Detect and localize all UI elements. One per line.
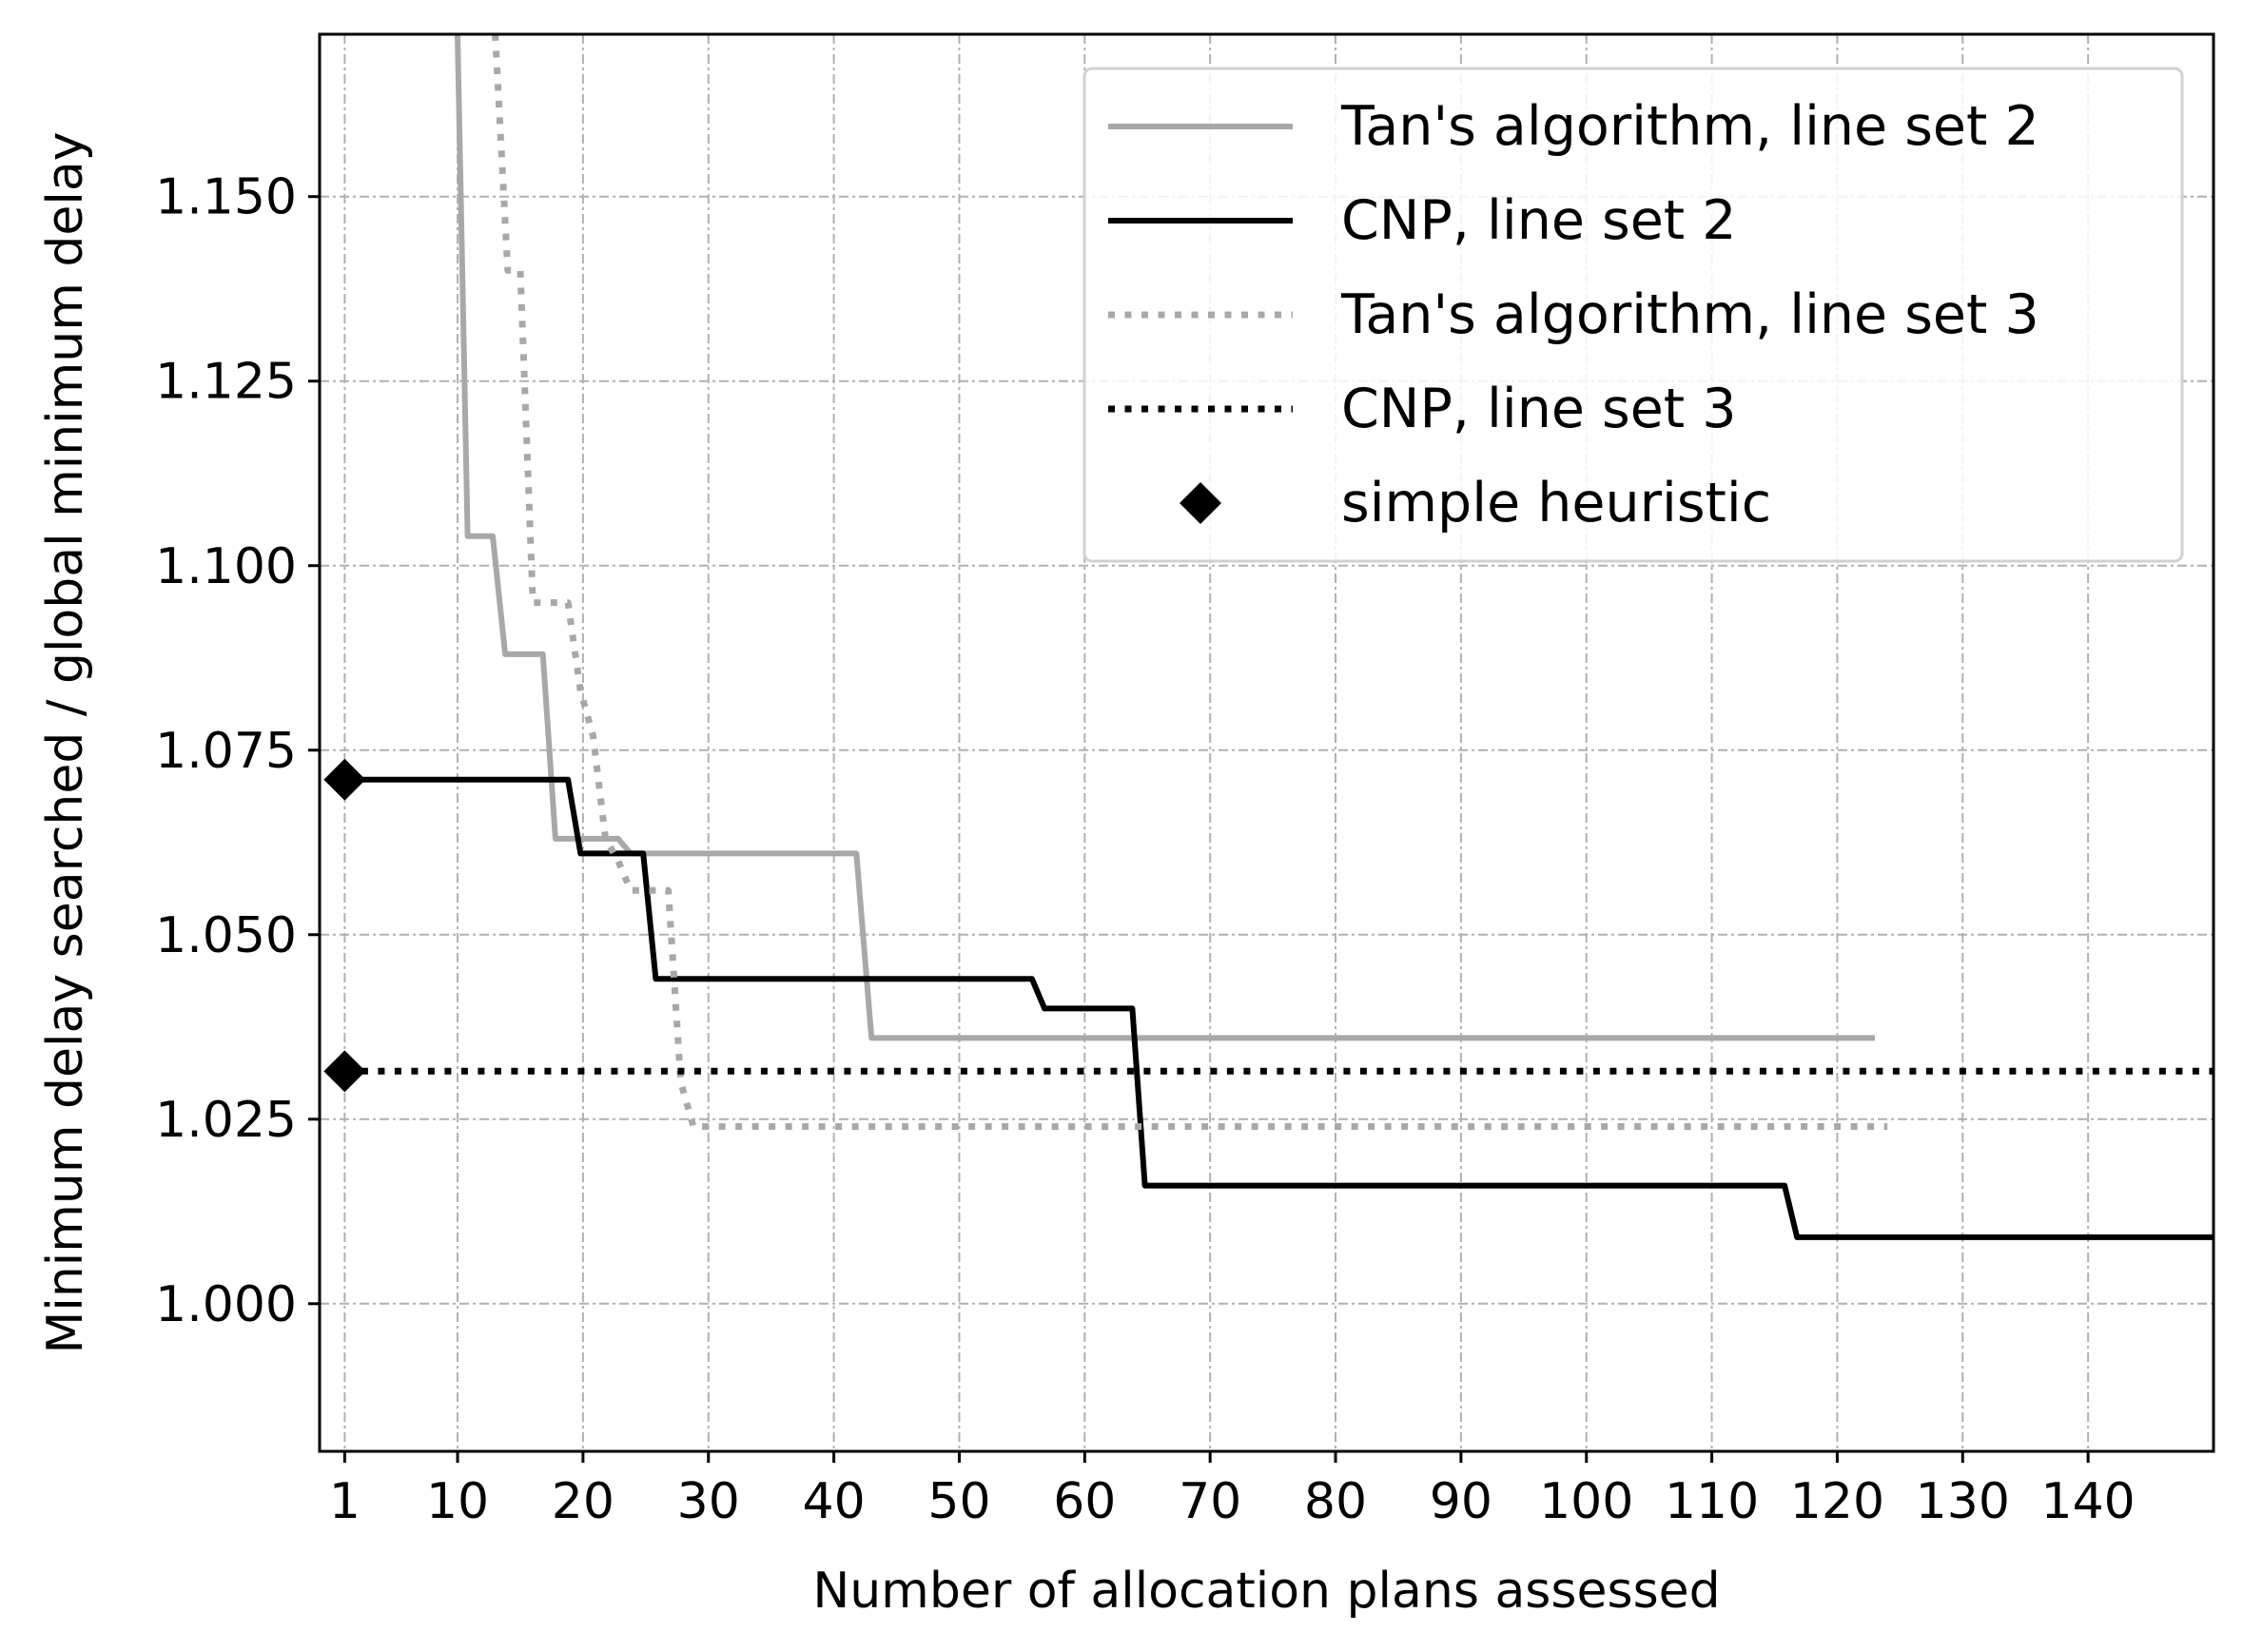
y-tick-label: 1.125 [155,354,297,411]
x-tick-label: 70 [1179,1473,1241,1530]
legend-item-5-marker [1180,482,1221,524]
legend: Tan's algorithm, line set 2 CNP, line set… [1082,67,2184,563]
marker-layer [323,758,366,1093]
y-tick-label: 1.025 [155,1092,297,1149]
legend-item-1-label: Tan's algorithm, line set 2 [1340,95,2039,158]
grid [320,34,2214,1451]
series-5-point [323,1050,366,1093]
y-tick-label: 1.100 [155,538,297,595]
series-1-line [455,34,1875,1041]
x-tick-label: 100 [1539,1473,1633,1530]
plot-frame [318,32,2215,1453]
legend-item-5-label: simple heuristic [1341,472,1771,534]
y-tick-label: 1.075 [155,723,297,780]
legend-item-2-label: CNP, line set 2 [1341,189,1737,252]
x-tick-label: 50 [927,1473,990,1530]
y-axis-label: Minimum delay searched / global minimum … [37,132,94,1354]
y-axis-ticks: 1.000 1.025 1.050 1.075 1.100 1.125 1.150 [155,169,320,1333]
y-tick-label: 1.000 [155,1276,297,1333]
x-tick-label: 60 [1053,1473,1116,1530]
x-tick-label: 10 [426,1473,489,1530]
x-tick-label: 40 [803,1473,866,1530]
x-tick-label: 20 [552,1473,614,1530]
x-tick-label: 140 [2041,1473,2136,1530]
series-layer [344,34,2214,1240]
legend-box [1082,67,2184,563]
x-tick-label: 1 [329,1473,361,1530]
x-tick-label: 80 [1304,1473,1367,1530]
legend-item-4-label: CNP, line set 3 [1341,378,1737,440]
x-tick-label: 130 [1916,1473,2010,1530]
legend-item-3-label: Tan's algorithm, line set 3 [1340,283,2039,346]
series-2-line [344,776,2214,1240]
x-tick-label: 90 [1430,1473,1492,1530]
y-tick-label: 1.050 [155,907,297,964]
y-tick-label: 1.150 [155,169,297,226]
x-axis-label: Number of allocation plans assessed [812,1563,1720,1620]
x-tick-label: 110 [1665,1473,1759,1530]
x-tick-label: 120 [1790,1473,1884,1530]
series-5-point [323,758,366,801]
x-axis-ticks: 1 10 20 30 40 50 60 70 80 90 100 110 120 130 140 [329,1451,2136,1530]
x-tick-label: 30 [677,1473,740,1530]
